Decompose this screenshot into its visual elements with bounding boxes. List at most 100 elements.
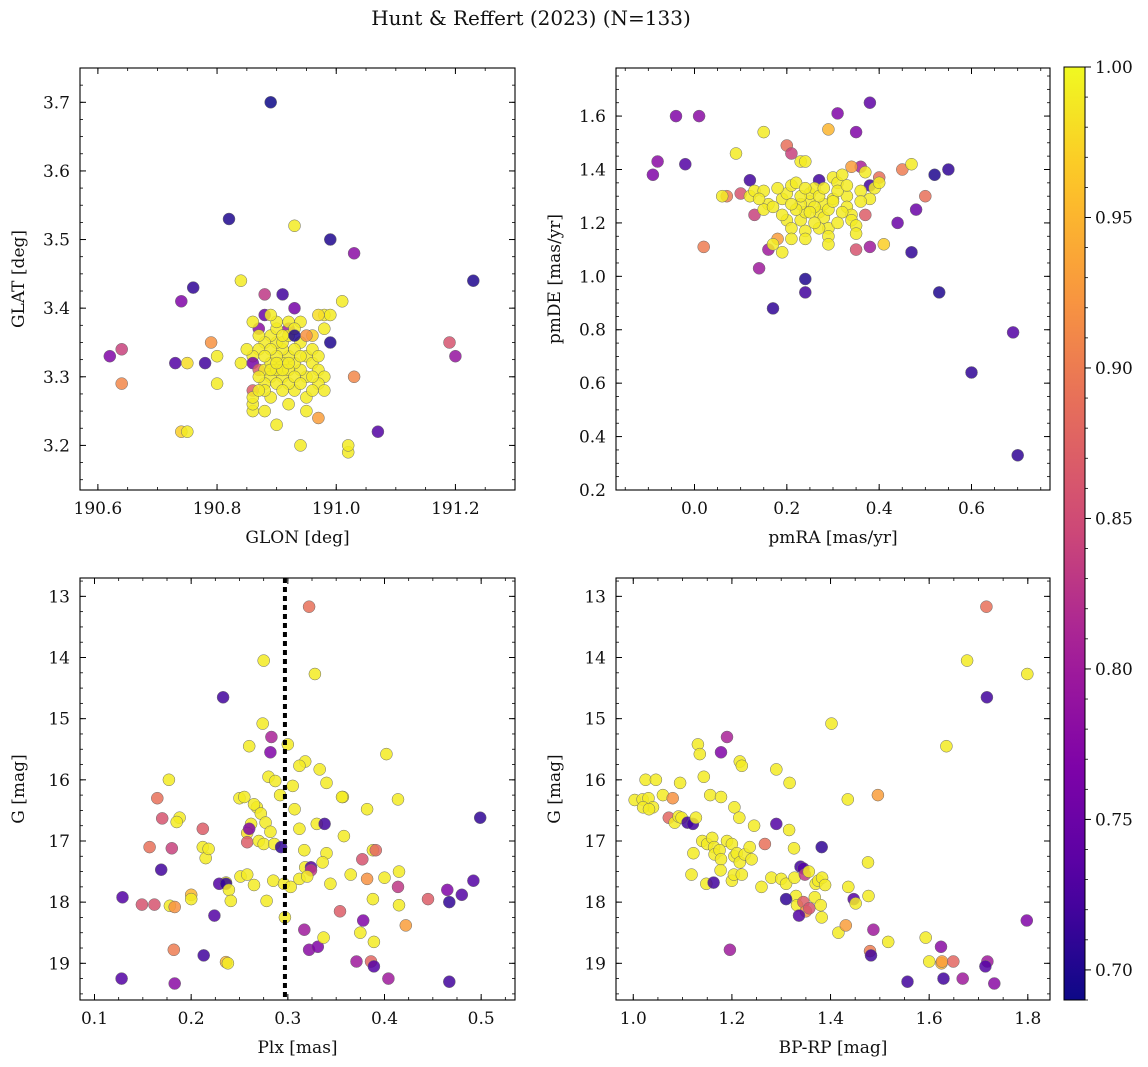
y-tick-label: 1.4 xyxy=(579,160,606,180)
data-point xyxy=(360,802,374,816)
data-point xyxy=(785,147,798,160)
data-point xyxy=(181,425,194,438)
y-tick-label: 17 xyxy=(584,832,606,852)
data-point xyxy=(344,868,357,881)
data-point xyxy=(782,823,796,837)
data-point xyxy=(871,788,885,802)
data-point xyxy=(840,179,854,192)
data-point xyxy=(649,773,663,787)
data-point xyxy=(294,439,307,452)
data-point xyxy=(224,894,238,908)
data-point xyxy=(318,384,331,397)
data-point xyxy=(835,168,849,182)
data-point xyxy=(803,205,817,219)
data-point xyxy=(666,791,679,805)
data-point xyxy=(642,802,656,816)
data-point xyxy=(799,155,812,168)
data-point xyxy=(758,837,772,851)
data-point xyxy=(980,691,994,704)
data-point xyxy=(729,147,743,160)
data-point xyxy=(818,878,832,892)
data-point xyxy=(841,793,855,806)
data-point xyxy=(210,377,224,390)
y-tick-label: 14 xyxy=(48,649,70,669)
data-point xyxy=(324,336,337,349)
data-point xyxy=(264,96,277,109)
x-tick-label: 0.3 xyxy=(274,1009,301,1029)
data-point xyxy=(391,880,405,894)
data-point xyxy=(333,905,347,918)
x-tick-label: 0.0 xyxy=(681,499,708,519)
data-point xyxy=(979,960,992,973)
data-point xyxy=(689,811,703,824)
data-point xyxy=(733,811,746,824)
data-point xyxy=(766,200,780,214)
y-tick-label: 18 xyxy=(584,893,606,913)
data-point xyxy=(170,815,183,829)
y-tick-label: 14 xyxy=(584,649,606,669)
x-tick-label: 1.6 xyxy=(916,1009,943,1029)
data-point xyxy=(155,812,169,825)
data-point xyxy=(175,295,188,308)
x-tick-label: 191.0 xyxy=(312,499,361,519)
data-point xyxy=(965,366,978,379)
data-point xyxy=(1011,449,1024,462)
data-point xyxy=(735,868,749,881)
data-point xyxy=(942,163,955,176)
y-tick-label: 0.4 xyxy=(579,428,606,448)
data-point xyxy=(293,759,306,773)
data-point xyxy=(799,232,812,246)
data-point xyxy=(849,125,863,139)
x-tick-label: 1.4 xyxy=(817,1009,844,1029)
data-point xyxy=(867,923,880,936)
data-point xyxy=(270,418,283,432)
data-point xyxy=(679,157,692,171)
data-point xyxy=(864,949,878,962)
y-tick-label: 13 xyxy=(48,587,70,607)
data-point xyxy=(371,425,385,438)
y-tick-label: 16 xyxy=(48,771,70,791)
data-point xyxy=(312,411,325,425)
data-point xyxy=(258,349,271,363)
data-point xyxy=(240,835,254,849)
colorbar-tick-label: 0.95 xyxy=(1095,208,1133,228)
data-point xyxy=(785,222,798,235)
data-point xyxy=(186,281,200,294)
data-point xyxy=(276,329,289,342)
data-point xyxy=(835,205,849,219)
data-point xyxy=(382,972,395,985)
data-point xyxy=(937,972,950,985)
x-tick-label: 190.8 xyxy=(193,499,242,519)
data-point xyxy=(956,972,969,985)
data-point xyxy=(817,181,831,195)
data-point xyxy=(246,315,260,329)
data-point xyxy=(318,322,331,335)
x-tick-label: 191.2 xyxy=(431,499,480,519)
data-point xyxy=(380,747,393,761)
data-point xyxy=(697,240,710,254)
data-point xyxy=(799,286,812,299)
data-point xyxy=(288,219,301,233)
data-point xyxy=(276,288,289,301)
data-point xyxy=(669,109,683,123)
data-point xyxy=(831,184,844,198)
data-point xyxy=(787,842,801,855)
data-point xyxy=(222,212,236,226)
data-point xyxy=(347,370,361,384)
data-point xyxy=(306,384,319,397)
y-tick-label: 15 xyxy=(584,710,606,730)
data-point xyxy=(168,977,181,990)
data-point xyxy=(312,349,325,363)
colorbar: 0.70 0.75 0.80 0.85 0.90 0.95 1.00 xyxy=(1063,58,1133,1001)
data-point xyxy=(354,926,367,939)
data-point xyxy=(252,384,266,397)
data-point xyxy=(264,825,277,839)
data-point xyxy=(392,865,406,878)
data-point xyxy=(252,370,266,384)
data-point xyxy=(288,301,301,315)
data-point xyxy=(799,272,812,286)
data-point xyxy=(845,160,858,174)
y-tick-label: 19 xyxy=(584,954,606,974)
data-point xyxy=(703,788,717,802)
data-point xyxy=(747,819,761,832)
